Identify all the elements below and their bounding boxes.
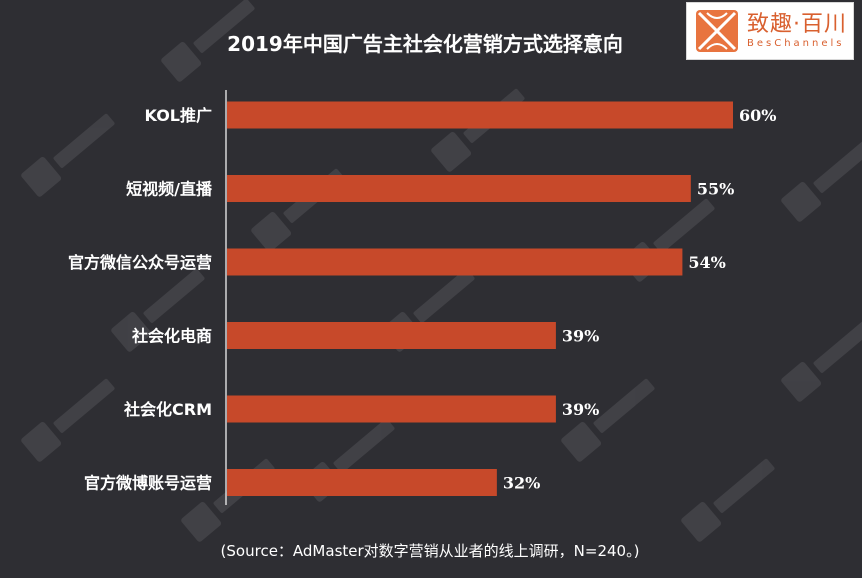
bar-4 (227, 395, 556, 423)
value-label-5: 32% (503, 474, 540, 493)
brand-logo-icon (696, 10, 738, 52)
value-label-0: 60% (739, 106, 776, 125)
watermark-mark-4 (21, 378, 115, 462)
source-note: (Source：AdMaster对数字营销从业者的线上调研，N=240。) (221, 542, 640, 560)
bar-series: KOL推广 60% 短视频/直播 55% 官方微信公众号运营 54% 社会化电商 39% 社会化… (68, 101, 776, 496)
bar-3 (227, 322, 556, 349)
watermark-mark-1 (21, 113, 115, 197)
watermark-mark-9 (561, 378, 655, 462)
value-label-1: 55% (697, 180, 734, 199)
category-label-0: KOL推广 (145, 106, 212, 125)
value-label-2: 54% (688, 253, 725, 272)
watermark-mark-11 (781, 318, 862, 402)
value-label-3: 39% (562, 327, 599, 346)
category-label-5: 官方微博账号运营 (84, 474, 212, 493)
watermark-mark-13 (681, 458, 775, 542)
bar-5 (227, 469, 497, 496)
watermark-mark-3 (111, 268, 205, 352)
bar-1 (227, 175, 691, 202)
watermark-mark-10 (781, 138, 862, 222)
brand-logo: 致趣·百川 BesChannels (686, 2, 854, 60)
bar-2 (227, 248, 683, 276)
category-label-3: 社会化电商 (131, 327, 212, 346)
chart-title: 2019年中国广告主社会化营销方式选择意向 (227, 32, 623, 56)
value-label-4: 39% (562, 400, 599, 419)
category-label-1: 短视频/直播 (126, 180, 213, 199)
brand-name: 致趣·百川 (747, 12, 847, 37)
category-label-2: 官方微信公众号运营 (68, 253, 212, 272)
watermark-mark-0 (161, 0, 255, 82)
watermark-mark-12 (181, 458, 275, 542)
bar-0 (227, 101, 733, 129)
category-label-4: 社会化CRM (123, 400, 212, 419)
brand-subtitle: BesChannels (747, 38, 845, 49)
